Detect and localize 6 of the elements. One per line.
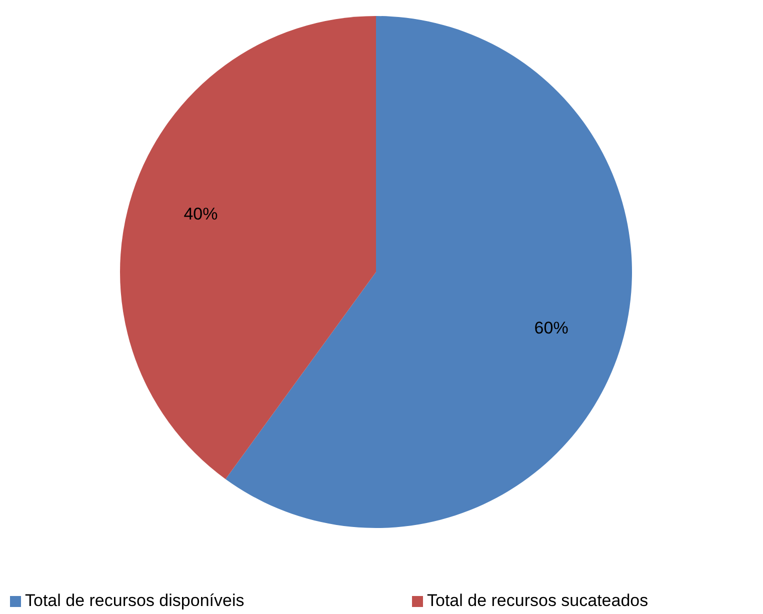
legend-label: Total de recursos sucateados bbox=[427, 591, 648, 610]
pie-slice bbox=[120, 16, 376, 480]
pie-slice bbox=[226, 16, 632, 528]
legend-label: Total de recursos disponíveis bbox=[25, 591, 244, 610]
data-label: 40% bbox=[184, 204, 218, 224]
data-label: 60% bbox=[534, 318, 568, 338]
